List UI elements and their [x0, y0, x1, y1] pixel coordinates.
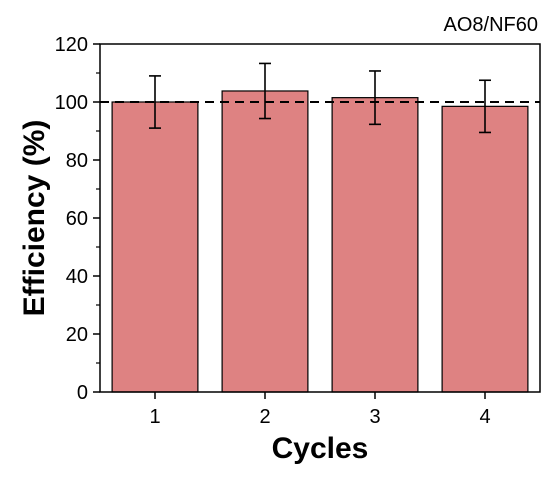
error-bars-layer — [149, 62, 491, 134]
x-tick-label: 4 — [479, 406, 490, 428]
error-bar-cycle-4 — [479, 79, 491, 134]
y-tick-label: 100 — [55, 92, 88, 114]
chart-annotation: AO8/NF60 — [444, 14, 538, 36]
error-bar-cycle-3 — [369, 70, 381, 126]
bar-cycle-1 — [111, 101, 199, 393]
x-axis-title: Cycles — [272, 432, 369, 465]
y-tick-label: 80 — [66, 150, 88, 172]
y-axis-title: Efficiency (%) — [18, 120, 51, 317]
x-tick-label: 1 — [149, 406, 160, 428]
x-tick-label: 2 — [259, 406, 270, 428]
error-bar-cycle-2 — [259, 62, 271, 120]
x-axis-ticks: 1 2 3 4 — [149, 392, 491, 428]
error-bar-cycle-1 — [149, 75, 161, 129]
y-tick-label: 20 — [66, 324, 88, 346]
y-axis-ticks: 0 20 40 60 80 100 120 — [55, 34, 100, 404]
y-tick-label: 60 — [66, 208, 88, 230]
x-tick-label: 3 — [369, 406, 380, 428]
y-tick-label: 0 — [77, 382, 88, 404]
y-tick-label: 120 — [55, 34, 88, 56]
y-tick-label: 40 — [66, 266, 88, 288]
bar-cycle-3 — [331, 97, 419, 393]
bars-layer — [111, 90, 529, 393]
bar-cycle-4 — [441, 105, 529, 393]
bar-cycle-2 — [221, 90, 309, 393]
